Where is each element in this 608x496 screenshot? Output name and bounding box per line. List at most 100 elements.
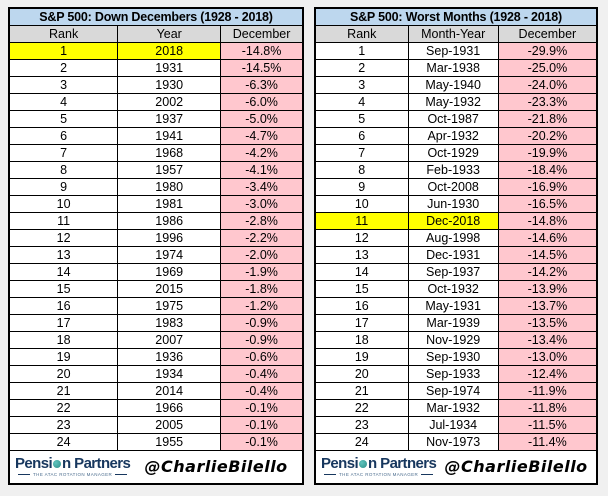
period-cell: Nov-1929 [407,331,499,349]
logo-text-part1: Pensi [15,455,53,472]
footer: Pensi n Partners THE ATAC ROTATION MANAGE… [10,451,302,483]
period-cell: Dec-1931 [407,246,499,264]
period-cell: 2014 [117,382,222,400]
table-row: 22 1966 -0.1% [8,399,304,417]
down-decembers-table: S&P 500: Down Decembers (1928 - 2018) Ra… [8,7,304,485]
pension-partners-logo: Pensi n Partners THE ATAC ROTATION MANAGE… [15,455,131,478]
down-decembers-panel: S&P 500: Down Decembers (1928 - 2018) Ra… [8,7,304,485]
table-row: 23 Jul-1934 -11.5% [314,416,598,434]
pct-cell: -20.2% [497,127,598,145]
pct-cell: -2.2% [220,229,304,247]
logo-text-part2: n Partners [368,455,437,472]
rank-cell: 19 [8,348,119,366]
rank-cell: 16 [8,297,119,315]
table-row: 8 1957 -4.1% [8,161,304,179]
column-header-month-year: Month-Year [407,25,499,43]
pct-cell: -13.4% [497,331,598,349]
rank-cell: 17 [314,314,409,332]
table-row: 2 1931 -14.5% [8,59,304,77]
table-row: 14 1969 -1.9% [8,263,304,281]
rank-cell: 15 [314,280,409,298]
table-row: 6 1941 -4.7% [8,127,304,145]
period-cell: 1937 [117,110,222,128]
rank-cell: 11 [8,212,119,230]
worst-months-table: S&P 500: Worst Months (1928 - 2018) Rank… [314,7,598,485]
period-cell: 2015 [117,280,222,298]
period-cell: 1941 [117,127,222,145]
period-cell: Feb-1933 [407,161,499,179]
table-row: 22 Mar-1932 -11.8% [314,399,598,417]
rank-cell: 20 [314,365,409,383]
table-title-row: S&P 500: Down Decembers (1928 - 2018) [8,7,304,26]
table-row: 13 1974 -2.0% [8,246,304,264]
rank-cell: 2 [8,59,119,77]
pct-cell: -23.3% [497,93,598,111]
pct-cell: -4.2% [220,144,304,162]
period-cell: 1931 [117,59,222,77]
pct-cell: -18.4% [497,161,598,179]
pct-cell: -1.9% [220,263,304,281]
rank-cell: 10 [8,195,119,213]
rank-cell: 11 [314,212,409,230]
pct-cell: -19.9% [497,144,598,162]
pct-cell: -2.0% [220,246,304,264]
table-row: 15 2015 -1.8% [8,280,304,298]
pct-cell: -14.8% [220,42,304,60]
pct-cell: -0.4% [220,365,304,383]
pct-cell: -11.4% [497,433,598,451]
table-row: 12 Aug-1998 -14.6% [314,229,598,247]
period-cell: 1975 [117,297,222,315]
table-header-row: Rank Month-Year December [314,25,598,43]
table-row: 19 Sep-1930 -13.0% [314,348,598,366]
pct-cell: -16.5% [497,195,598,213]
table-row: 16 May-1931 -13.7% [314,297,598,315]
period-cell: 1936 [117,348,222,366]
rank-cell: 13 [8,246,119,264]
pct-cell: -14.5% [497,246,598,264]
rank-cell: 1 [8,42,119,60]
worst-months-panel: S&P 500: Worst Months (1928 - 2018) Rank… [314,7,598,485]
table-row: 20 1934 -0.4% [8,365,304,383]
table-row: 3 1930 -6.3% [8,76,304,94]
table-row: 11 Dec-2018 -14.8% [314,212,598,230]
period-cell: May-1940 [407,76,499,94]
pct-cell: -4.7% [220,127,304,145]
table-row: 4 May-1932 -23.3% [314,93,598,111]
logo-tagline: THE ATAC ROTATION MANAGER [18,471,127,478]
table-row: 10 1981 -3.0% [8,195,304,213]
period-cell: Sep-1931 [407,42,499,60]
table-row: 19 1936 -0.6% [8,348,304,366]
period-cell: May-1931 [407,297,499,315]
table-row: 13 Dec-1931 -14.5% [314,246,598,264]
table-row: 21 Sep-1974 -11.9% [314,382,598,400]
table-row: 24 1955 -0.1% [8,433,304,451]
table-header-row: Rank Year December [8,25,304,43]
rank-cell: 14 [314,263,409,281]
period-cell: 1969 [117,263,222,281]
period-cell: Oct-1929 [407,144,499,162]
pct-cell: -13.9% [497,280,598,298]
period-cell: Oct-1932 [407,280,499,298]
period-cell: Sep-1930 [407,348,499,366]
table-row: 3 May-1940 -24.0% [314,76,598,94]
pct-cell: -11.8% [497,399,598,417]
table-row: 1 2018 -14.8% [8,42,304,60]
rank-cell: 4 [8,93,119,111]
period-cell: Mar-1939 [407,314,499,332]
table-row: 12 1996 -2.2% [8,229,304,247]
period-cell: Oct-1987 [407,110,499,128]
rank-cell: 22 [314,399,409,417]
period-cell: May-1932 [407,93,499,111]
rank-cell: 12 [314,229,409,247]
logo-tagline: THE ATAC ROTATION MANAGER [324,471,433,478]
rank-cell: 2 [314,59,409,77]
rank-cell: 3 [8,76,119,94]
pct-cell: -11.5% [497,416,598,434]
pension-partners-logo: Pensi n Partners THE ATAC ROTATION MANAGE… [321,455,437,478]
rank-cell: 14 [8,263,119,281]
rank-cell: 23 [8,416,119,434]
table-row: 7 1968 -4.2% [8,144,304,162]
rank-cell: 17 [8,314,119,332]
table-row: 7 Oct-1929 -19.9% [314,144,598,162]
